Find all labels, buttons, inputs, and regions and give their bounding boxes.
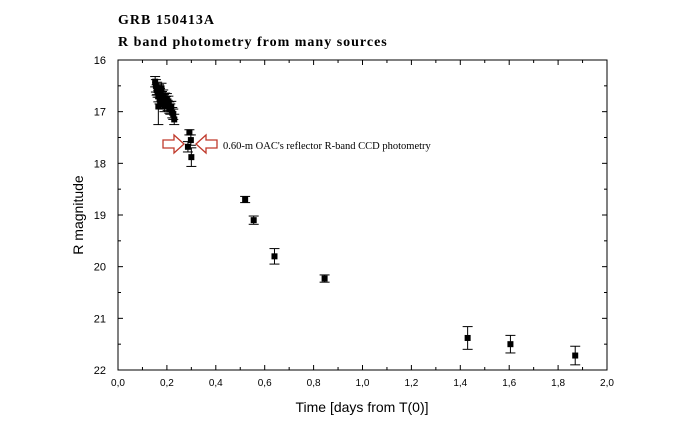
point-marker (507, 341, 514, 348)
data-point (240, 195, 251, 204)
y-tick-label: 22 (94, 365, 106, 377)
point-marker (186, 129, 193, 136)
y-tick-label: 18 (94, 158, 106, 170)
data-point (169, 113, 180, 126)
data-point (319, 274, 330, 283)
data-point (248, 215, 259, 225)
y-tick-label: 20 (94, 262, 106, 274)
point-marker (158, 85, 165, 92)
y-tick-label: 21 (94, 313, 106, 325)
x-tick-label: 1,2 (404, 378, 418, 389)
x-tick-label: 0,6 (258, 378, 272, 389)
point-marker (187, 137, 194, 144)
data-point (269, 248, 280, 265)
data-point (462, 326, 473, 350)
x-tick-label: 0,4 (209, 378, 223, 389)
point-marker (242, 196, 249, 203)
data-point (186, 147, 197, 167)
y-tick-label: 17 (94, 107, 106, 119)
data-point (185, 134, 196, 146)
x-axis-label: Time [days from T(0)] (295, 399, 428, 415)
point-marker (572, 352, 579, 359)
data-points (150, 76, 581, 366)
x-axis-ticks: 0,0 0,2 0,4 0,6 0,8 1,0 1,2 1,4 1,6 1,8 2,0 (111, 60, 614, 389)
data-point (505, 334, 516, 354)
point-marker (168, 103, 175, 110)
x-tick-label: 1,0 (356, 378, 370, 389)
annotation-arrows (162, 133, 218, 155)
x-tick-label: 0,8 (307, 378, 321, 389)
x-tick-label: 1,6 (502, 378, 516, 389)
point-marker (188, 154, 195, 161)
chart-title: GRB 150413A (118, 13, 215, 28)
x-tick-label: 1,8 (551, 378, 565, 389)
arrow-right-icon (162, 133, 185, 155)
point-marker (160, 92, 167, 99)
point-marker (321, 275, 328, 282)
point-marker (152, 78, 159, 85)
point-marker (464, 334, 471, 341)
y-axis-label: R magnitude (70, 175, 86, 255)
y-axis-ticks: 16 17 18 19 20 21 22 (94, 55, 607, 377)
x-tick-label: 2,0 (600, 378, 614, 389)
point-marker (184, 143, 191, 150)
point-marker (171, 116, 178, 123)
annotation-label: 0.60-m OAC's reflector R-band CCD photom… (223, 141, 432, 152)
y-tick-label: 16 (94, 55, 106, 67)
arrow-left-icon (195, 133, 218, 155)
data-point (570, 345, 581, 366)
x-tick-label: 0,2 (160, 378, 174, 389)
chart-subtitle: R band photometry from many sources (118, 35, 388, 50)
point-marker (250, 217, 257, 224)
y-tick-label: 19 (94, 210, 106, 222)
x-tick-label: 0,0 (111, 378, 125, 389)
x-tick-label: 1,4 (453, 378, 467, 389)
point-marker (271, 253, 278, 260)
plot-frame (117, 59, 608, 371)
